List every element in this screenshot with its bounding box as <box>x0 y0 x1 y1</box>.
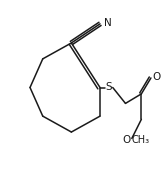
Text: S: S <box>106 82 112 93</box>
Text: N: N <box>104 18 112 28</box>
Text: O: O <box>153 72 161 82</box>
Text: O: O <box>122 135 130 145</box>
Text: CH₃: CH₃ <box>131 135 149 145</box>
